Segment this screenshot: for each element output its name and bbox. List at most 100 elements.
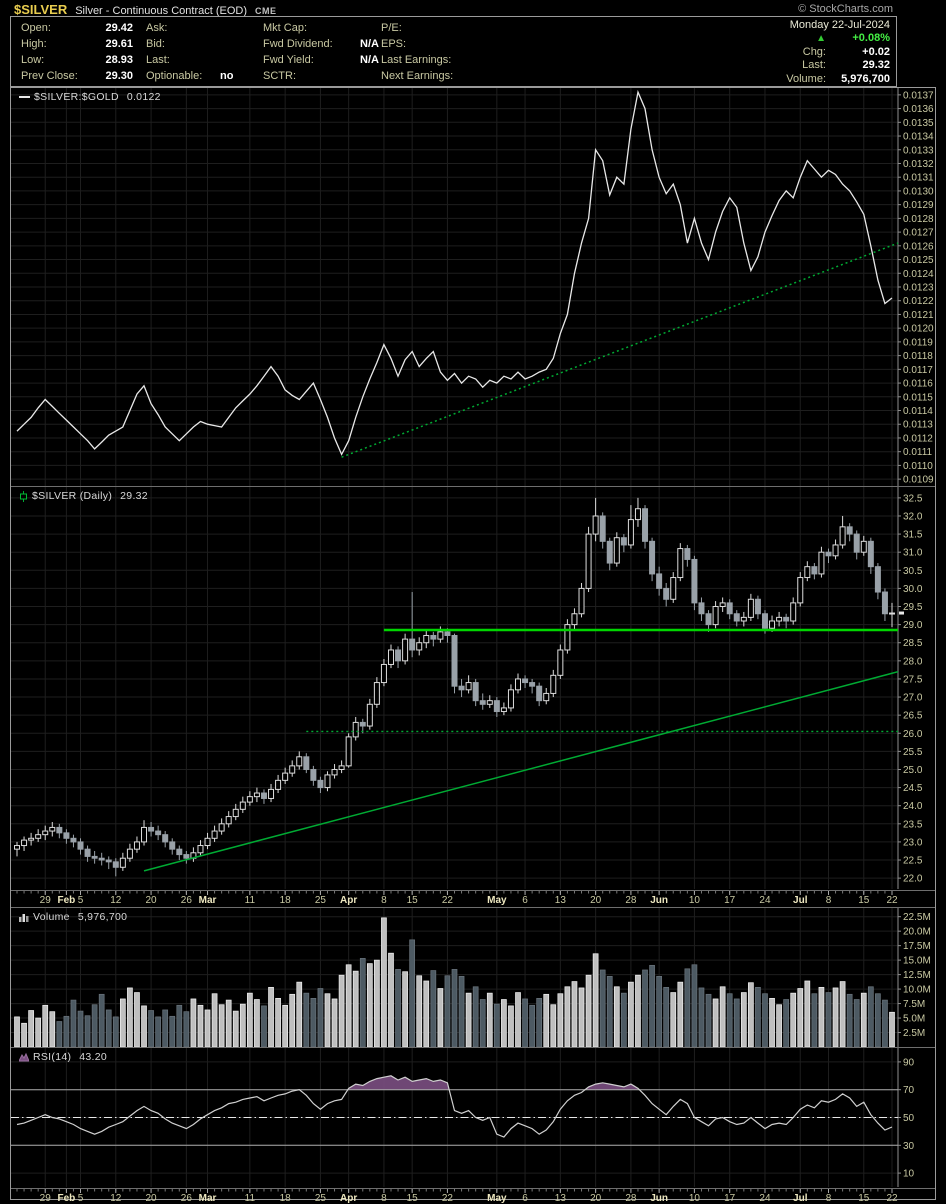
svg-text:8: 8 bbox=[381, 1193, 387, 1203]
svg-text:28.0: 28.0 bbox=[903, 656, 923, 667]
svg-text:0.0111: 0.0111 bbox=[903, 447, 933, 458]
svg-text:20.0M: 20.0M bbox=[903, 927, 931, 938]
svg-text:10: 10 bbox=[903, 1169, 915, 1180]
date-axis-ticks: 29 Feb 5 12 20 26 Mar 11 18 25 Apr 8 15 22 May 6 13 20 28 J… bbox=[16, 1189, 898, 1203]
svg-text:Jun: Jun bbox=[650, 1193, 668, 1203]
rsi-legend: RSI(14) 43.20 bbox=[19, 1051, 107, 1063]
svg-text:26.0: 26.0 bbox=[903, 729, 923, 740]
svg-text:0.0109: 0.0109 bbox=[903, 475, 934, 486]
rsi-legend-value: 43.20 bbox=[79, 1051, 108, 1063]
svg-text:28: 28 bbox=[625, 895, 637, 905]
quote-chg-row: Chg: +0.02 bbox=[802, 45, 890, 58]
svg-text:0.0119: 0.0119 bbox=[903, 337, 933, 348]
quote-last-row: Last: 29.32 bbox=[802, 59, 890, 72]
svg-text:May: May bbox=[487, 895, 507, 905]
volume-panel: 2.5M 5.0M 7.5M 10.0M 12.5M 15.0M 17.5M 20.0M 22.… bbox=[11, 908, 935, 1047]
svg-text:Apr: Apr bbox=[340, 1193, 357, 1203]
volume-legend-value: 5,976,700 bbox=[77, 911, 128, 923]
svg-text:0.0110: 0.0110 bbox=[903, 461, 933, 472]
candlestick-chart: 22.0 22.5 23.0 23.5 24.0 24.5 25.0 25.5 26.0 26.5… bbox=[11, 487, 923, 889]
rsi-chart: 90 70 50 30 10 bbox=[11, 1048, 915, 1187]
svg-text:17: 17 bbox=[724, 1193, 736, 1203]
svg-text:6: 6 bbox=[522, 895, 528, 905]
svg-text:28: 28 bbox=[625, 1193, 637, 1203]
svg-text:0.0120: 0.0120 bbox=[903, 324, 934, 335]
svg-text:90: 90 bbox=[903, 1057, 915, 1068]
svg-text:Jul: Jul bbox=[793, 1193, 808, 1203]
svg-text:0.0127: 0.0127 bbox=[903, 228, 934, 239]
svg-text:0.0134: 0.0134 bbox=[903, 132, 934, 143]
svg-text:8: 8 bbox=[826, 1193, 832, 1203]
svg-text:0.0129: 0.0129 bbox=[903, 200, 934, 211]
svg-text:0.0125: 0.0125 bbox=[903, 255, 934, 266]
area-chart-icon bbox=[19, 1052, 29, 1062]
svg-text:0.0113: 0.0113 bbox=[903, 420, 933, 431]
svg-text:0.0131: 0.0131 bbox=[903, 173, 934, 184]
svg-text:0.0114: 0.0114 bbox=[903, 406, 933, 417]
svg-text:32.0: 32.0 bbox=[903, 511, 923, 522]
ratio-legend-label: $SILVER:$GOLD bbox=[34, 91, 119, 103]
svg-text:0.0118: 0.0118 bbox=[903, 351, 933, 362]
svg-text:20: 20 bbox=[146, 1193, 158, 1203]
svg-text:0.0116: 0.0116 bbox=[903, 379, 933, 390]
svg-text:32.5: 32.5 bbox=[903, 493, 923, 504]
svg-text:25: 25 bbox=[315, 895, 327, 905]
quote-pct-change-row: ▲ +0.08% bbox=[786, 32, 890, 45]
rsi-panel: 90 70 50 30 10 RSI(14) 43.20 bbox=[11, 1047, 935, 1188]
svg-text:24: 24 bbox=[759, 1193, 771, 1203]
svg-text:0.0130: 0.0130 bbox=[903, 186, 934, 197]
volume-legend-label: Volume bbox=[33, 911, 70, 923]
svg-text:0.0112: 0.0112 bbox=[903, 433, 933, 444]
svg-text:28.5: 28.5 bbox=[903, 638, 923, 649]
svg-text:6: 6 bbox=[522, 1193, 528, 1203]
svg-text:13: 13 bbox=[555, 895, 567, 905]
symbol: $SILVER bbox=[14, 2, 68, 17]
svg-text:Apr: Apr bbox=[340, 895, 357, 905]
quote-summary: Monday 22-Jul-2024 ▲ +0.08% Chg: +0.02 Las… bbox=[786, 19, 890, 86]
svg-text:17: 17 bbox=[724, 895, 736, 905]
svg-text:29.0: 29.0 bbox=[903, 620, 923, 631]
svg-text:22: 22 bbox=[442, 895, 454, 905]
quote-row-pe: P/E: bbox=[381, 22, 402, 34]
svg-text:26: 26 bbox=[181, 895, 193, 905]
svg-text:22: 22 bbox=[442, 1193, 454, 1203]
exchange-label: CME bbox=[255, 6, 277, 16]
svg-text:12: 12 bbox=[110, 895, 122, 905]
svg-text:10: 10 bbox=[689, 895, 701, 905]
svg-text:29: 29 bbox=[40, 1193, 52, 1203]
svg-text:25.0: 25.0 bbox=[903, 765, 923, 776]
svg-text:23.5: 23.5 bbox=[903, 819, 923, 830]
quote-date: Monday 22-Jul-2024 bbox=[789, 19, 890, 31]
svg-text:13: 13 bbox=[555, 1193, 567, 1203]
quote-column-fundamentals: Mkt Cap: Fwd Dividend: N/A Fwd Yield: N/A … bbox=[263, 20, 379, 84]
date-axis-ticks: 29 Feb 5 12 20 26 Mar 11 18 25 Apr 8 15 22 May 6 13 20 28 J… bbox=[16, 891, 898, 905]
chart-area: 0.0109 0.0110 0.0111 0.0112 0.0113 0.0114 0.01… bbox=[10, 87, 936, 1203]
quote-row-last-earnings: Last Earnings: bbox=[381, 54, 452, 66]
svg-text:15: 15 bbox=[858, 1193, 870, 1203]
svg-text:5: 5 bbox=[78, 895, 84, 905]
quote-row-fwd-dividend: Fwd Dividend: N/A bbox=[263, 38, 379, 50]
svg-text:0.0136: 0.0136 bbox=[903, 104, 934, 115]
svg-text:8: 8 bbox=[381, 895, 387, 905]
quote-row-last: Last: bbox=[146, 54, 170, 66]
quote-row-eps: EPS: bbox=[381, 38, 407, 50]
date-axis-bottom: 29 Feb 5 12 20 26 Mar 11 18 25 Apr 8 15 22 May 6 13 20 28 J… bbox=[11, 1188, 935, 1204]
stockcharts-watermark: © StockCharts.com bbox=[798, 3, 893, 15]
volume-chart: 2.5M 5.0M 7.5M 10.0M 12.5M 15.0M 17.5M 20.0M 22.… bbox=[11, 908, 931, 1047]
quote-row-ask: Ask: bbox=[146, 22, 168, 34]
svg-text:11: 11 bbox=[245, 1193, 256, 1203]
svg-text:0.0124: 0.0124 bbox=[903, 269, 934, 280]
svg-text:22.5: 22.5 bbox=[903, 856, 923, 867]
candlestick-icon bbox=[19, 490, 28, 502]
quote-row-open: Open: 29.42 bbox=[21, 22, 133, 34]
svg-text:24: 24 bbox=[759, 895, 771, 905]
svg-text:15: 15 bbox=[407, 895, 419, 905]
svg-text:0.0115: 0.0115 bbox=[903, 392, 933, 403]
svg-text:0.0128: 0.0128 bbox=[903, 214, 934, 225]
price-legend: $SILVER (Daily) 29.32 bbox=[19, 490, 148, 502]
quote-column-bid-ask: Ask: Bid: Last: Optionable: no bbox=[146, 20, 233, 84]
quote-row-bid: Bid: bbox=[146, 38, 165, 50]
quote-row-optionable: Optionable: no bbox=[146, 70, 234, 82]
svg-text:30.0: 30.0 bbox=[903, 584, 923, 595]
quote-panel: Open: 29.42 High: 29.61 Low: 28.93 Prev Clo… bbox=[10, 16, 897, 87]
